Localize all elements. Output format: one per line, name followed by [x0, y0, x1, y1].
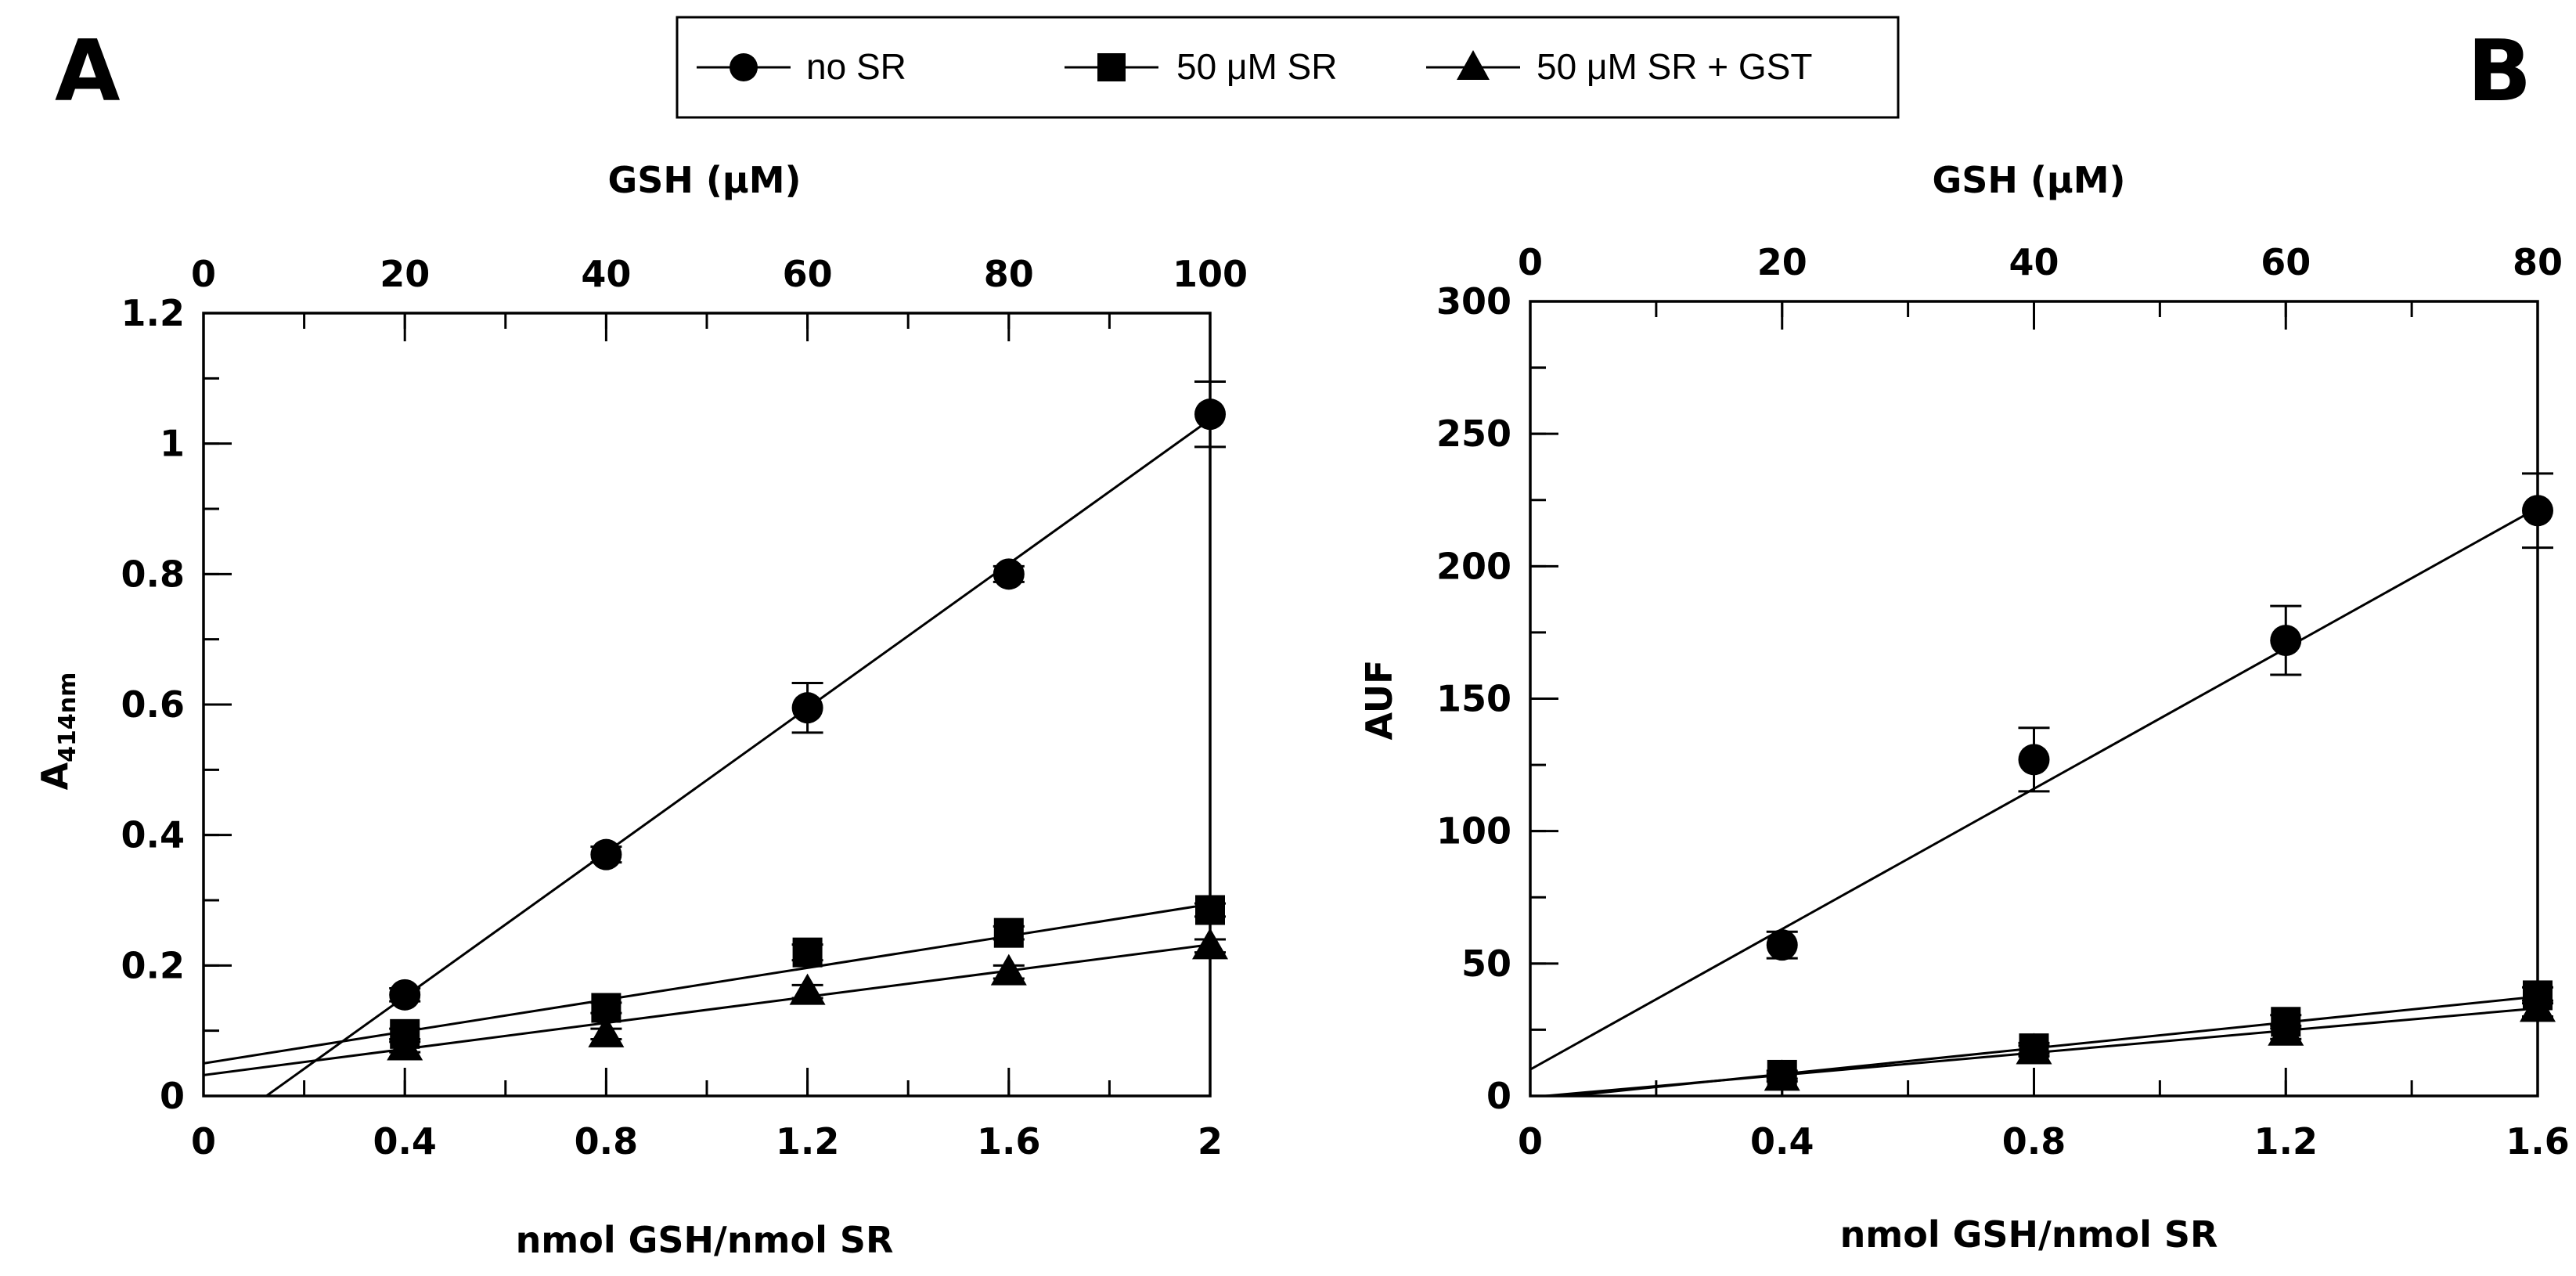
legend-label-50um-sr: 50 μM SR [1176, 46, 1337, 87]
panel-a-fit-line-triangle [204, 943, 1210, 1076]
panel-b-series-circle [1766, 472, 2553, 961]
panel-a-plot-frame [202, 312, 1212, 1098]
panel-b-point-circle [2270, 625, 2302, 657]
panel-a-top-tick-label: 80 [984, 253, 1034, 295]
panel-a-top-tick-label: 40 [581, 253, 631, 295]
panel-a-fit-line-circle [264, 418, 1210, 1096]
panel-b-y-tick-label: 200 [1436, 545, 1511, 587]
panel-a-series-circle [389, 380, 1226, 1011]
panel-a-chart: GSH (μM) nmol GSH/nmol SR A414nm 0 0.4 0.8… [34, 159, 1248, 1261]
panel-a-y-axis-title: A414nm [34, 672, 81, 791]
panel-a-plot-layer: 0 0.4 0.8 1.2 1.6 200.20.40.60.811.20 20 40 60 80… [121, 253, 1248, 1162]
panel-a-point-circle [791, 692, 823, 724]
panel-a-top-tick-label: 20 [380, 253, 430, 295]
panel-a-y-axis-title-subscript: 414nm [54, 672, 81, 762]
legend-marker-circle [730, 53, 758, 81]
panel-a-label: A [55, 23, 121, 121]
panel-a-point-triangle [789, 973, 826, 1005]
panel-a-x-tick-label: 2 [1198, 1120, 1223, 1162]
panel-b-point-triangle [2268, 1014, 2304, 1046]
panel-b-point-triangle [2520, 990, 2556, 1022]
panel-a-top-axis-title: GSH (μM) [607, 159, 801, 201]
panel-b-top-tick-label: 20 [1757, 241, 1807, 283]
legend-label-50um-sr-gst: 50 μM SR + GST [1537, 46, 1812, 87]
panel-a-point-triangle [990, 953, 1027, 986]
panel-b-y-tick-label: 300 [1436, 280, 1511, 323]
panel-b-y-tick-label: 50 [1461, 943, 1511, 985]
panel-a-y-tick-label: 1.2 [121, 292, 186, 334]
panel-a-y-axis-title-main: A [34, 762, 76, 790]
panel-b-y-axis-title-main: AUF [1358, 660, 1400, 741]
panel-b-x-tick-label: 1.6 [2506, 1120, 2570, 1162]
panel-b-y-tick-label: 150 [1436, 678, 1511, 720]
panel-a-x-tick-label: 1.2 [776, 1120, 840, 1162]
panel-b-x-tick-label: 1.2 [2254, 1120, 2318, 1162]
panel-b-y-tick-label: 100 [1436, 810, 1511, 852]
panel-a-point-triangle [1192, 928, 1228, 960]
panel-a-series-triangle [387, 928, 1228, 1061]
panel-a-y-tick-label: 0.6 [121, 683, 186, 726]
panel-b-point-circle [1766, 929, 1798, 961]
panel-b-x-tick-label: 0.8 [2002, 1120, 2066, 1162]
panel-b-top-tick-label: 40 [2009, 241, 2059, 283]
panel-b-point-triangle [2016, 1033, 2052, 1065]
panel-a-point-square [1195, 895, 1225, 925]
panel-a-x-tick-label: 0.4 [373, 1120, 437, 1162]
panel-a-top-tick-label: 0 [191, 253, 216, 295]
panel-a-point-triangle [588, 1015, 625, 1047]
panel-b-point-circle [2018, 744, 2050, 776]
panel-b-top-tick-label: 0 [1518, 241, 1543, 283]
panel-b-point-circle [2522, 495, 2553, 527]
panel-a-point-triangle [387, 1029, 423, 1061]
panel-b-label: B [2467, 23, 2531, 121]
panel-b-chart: GSH (μM) nmol GSH/nmol SR AUF 0 0.4 0.8 1.2… [1358, 159, 2570, 1256]
panel-a-top-tick-label: 60 [783, 253, 833, 295]
panel-a-y-tick-label: 0.4 [121, 814, 186, 856]
panel-a-x-axis-title: nmol GSH/nmol SR [516, 1219, 894, 1261]
legend-label-no-sr: no SR [806, 46, 906, 87]
panel-a-point-circle [993, 558, 1025, 590]
panel-a-fit-lines [204, 418, 1210, 1096]
panel-b-top-axis-title: GSH (μM) [1932, 159, 2125, 201]
panel-a-point-circle [590, 838, 622, 870]
panel-a-x-tick-label: 0.8 [575, 1120, 639, 1162]
legend: no SR 50 μM SR 50 μM SR + GST [676, 16, 1900, 119]
panel-b-y-tick-label: 250 [1436, 413, 1511, 455]
panel-b-x-tick-label: 0 [1518, 1120, 1543, 1162]
panel-b-x-tick-label: 0.4 [1750, 1120, 1814, 1162]
panel-a-point-circle [1194, 398, 1226, 431]
panel-a-x-tick-label: 0 [191, 1120, 216, 1162]
panel-a-point-circle [389, 979, 421, 1011]
panel-a-fit-line-square [204, 903, 1210, 1065]
panel-b-y-axis-title: AUF [1358, 660, 1400, 741]
panel-a-y-tick-label: 0.8 [121, 553, 186, 595]
panel-a-x-tick-label: 1.6 [977, 1120, 1041, 1162]
panel-a-point-square [792, 937, 823, 968]
panel-b-plot-frame [1529, 300, 2539, 1098]
legend-marker-square [1097, 53, 1126, 81]
panel-a-top-tick-label: 100 [1173, 253, 1248, 295]
panel-b-top-tick-label: 80 [2513, 241, 2563, 283]
legend-marker-triangle [1457, 50, 1490, 80]
panel-a-y-tick-label: 0 [160, 1075, 185, 1117]
panel-b-point-triangle [1764, 1059, 1800, 1091]
panel-b-y-tick-label: 0 [1486, 1075, 1511, 1117]
panel-a-y-tick-label: 1 [160, 423, 185, 465]
panel-b-series-triangle [1764, 990, 2556, 1091]
panel-b-top-tick-label: 60 [2261, 241, 2311, 283]
panel-b-x-axis-title: nmol GSH/nmol SR [1840, 1213, 2218, 1256]
panel-a-y-tick-label: 0.2 [121, 944, 186, 986]
legend-box [676, 16, 1900, 119]
panel-b-fit-lines [1530, 506, 2538, 1096]
panel-a-point-square [993, 917, 1024, 948]
